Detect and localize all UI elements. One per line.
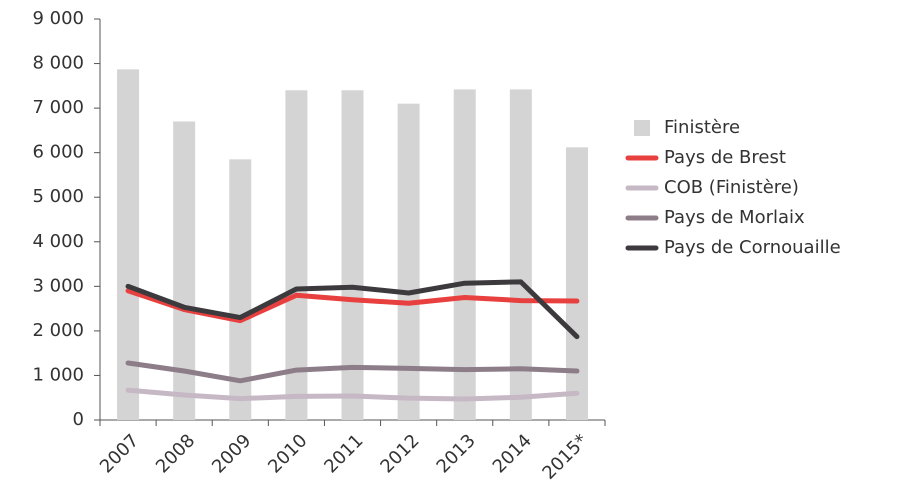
y-tick-label: 1 000 bbox=[32, 364, 84, 385]
bar bbox=[173, 121, 196, 420]
x-tick-label: 2007 bbox=[96, 430, 143, 477]
line bbox=[125, 360, 580, 384]
legend-label: Pays de Brest bbox=[664, 147, 786, 168]
bar bbox=[453, 89, 476, 421]
y-tick-label: 4 000 bbox=[32, 231, 84, 252]
x-tick-label: 2015* bbox=[538, 430, 592, 484]
y-tick-label: 9 000 bbox=[32, 8, 84, 29]
bar bbox=[229, 159, 252, 420]
legend-label: Pays de Morlaix bbox=[664, 207, 805, 228]
legend-label: COB (Finistère) bbox=[664, 177, 799, 198]
y-tick-label: 3 000 bbox=[32, 275, 84, 296]
legend-label: Pays de Cornouaille bbox=[664, 237, 841, 258]
x-tick-label: 2014 bbox=[489, 430, 536, 477]
bar bbox=[285, 90, 308, 421]
y-tick-label: 0 bbox=[73, 409, 84, 430]
x-tick-label: 2008 bbox=[152, 430, 199, 477]
bar bbox=[341, 90, 364, 421]
y-tick-label: 6 000 bbox=[32, 142, 84, 163]
line bbox=[125, 279, 580, 340]
legend-swatch bbox=[634, 120, 650, 136]
y-tick-label: 7 000 bbox=[32, 97, 84, 118]
y-tick-label: 8 000 bbox=[32, 53, 84, 74]
x-tick-label: 2013 bbox=[433, 430, 480, 477]
line bbox=[125, 387, 580, 402]
x-tick-label: 2009 bbox=[208, 430, 255, 477]
x-tick-label: 2012 bbox=[376, 430, 423, 477]
x-tick-label: 2010 bbox=[264, 430, 311, 477]
x-tick-label: 2011 bbox=[320, 430, 367, 477]
bar bbox=[565, 147, 588, 420]
bar bbox=[117, 69, 140, 420]
bar bbox=[509, 89, 532, 421]
bar bbox=[397, 103, 420, 421]
legend-label: Finistère bbox=[664, 117, 740, 138]
y-tick-label: 2 000 bbox=[32, 320, 84, 341]
y-tick-label: 5 000 bbox=[32, 186, 84, 207]
